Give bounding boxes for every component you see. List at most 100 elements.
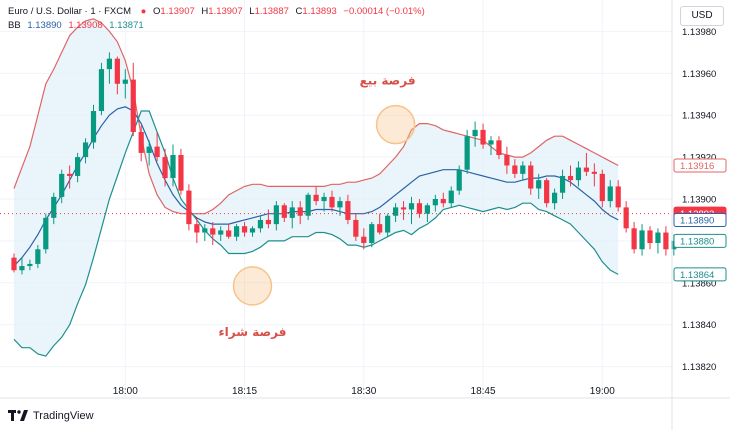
candle-body [615, 186, 621, 208]
candle-body [583, 167, 589, 172]
candle-body [337, 201, 343, 208]
candle-body [313, 194, 319, 202]
candle-body [249, 228, 256, 233]
candle-body [623, 207, 629, 229]
candle-body [369, 224, 375, 243]
candle-body [218, 230, 224, 235]
symbol-info-line: Euro / U.S. Dollar · 1 · FXCM ● O 1.13907… [8, 6, 429, 17]
candle-body [544, 180, 550, 204]
sell-highlight-circle [375, 104, 416, 145]
y-tick-label: 1.13860 [682, 278, 716, 289]
branding-text: TradingView [33, 410, 94, 422]
status-dot: ● [140, 6, 147, 17]
y-tick-label: 1.13980 [682, 27, 716, 38]
y-tick-label: 1.13840 [682, 320, 716, 331]
candle-body [154, 146, 160, 158]
candle-body [361, 236, 367, 243]
candle-body [512, 165, 518, 174]
price-tag-basis [673, 212, 727, 227]
y-tick-label: 1.13960 [682, 69, 716, 80]
price-tag-lower [673, 267, 727, 282]
sell-opportunity-label: فرصة بيع [360, 74, 416, 88]
candle-body [59, 173, 65, 197]
candle-body [82, 142, 89, 158]
candle-body [138, 131, 144, 153]
currency-button[interactable]: USD [680, 6, 724, 26]
buy-highlight-circle [232, 266, 273, 306]
y-tick-label: 1.13820 [682, 362, 716, 373]
low-label: L [249, 6, 255, 17]
bb-lower-value: 1.13871 [109, 20, 144, 31]
candle-body [98, 69, 105, 112]
price-tag-label: 1.13916 [680, 161, 714, 172]
candle-body [186, 190, 192, 225]
tradingview-logo-icon [8, 410, 28, 421]
y-tick-label: 1.13900 [682, 195, 716, 206]
price-tag-label: 1.13880 [680, 236, 714, 247]
candle-body [194, 224, 200, 233]
candle-body [599, 173, 605, 202]
candle-body [552, 192, 558, 204]
candle-body [114, 58, 120, 84]
candle-body [281, 205, 287, 218]
bb-upper-value: 1.13908 [68, 20, 103, 31]
candle-body [655, 232, 661, 243]
branding[interactable]: TradingView [8, 410, 94, 422]
candle-body [35, 249, 41, 264]
indicator-name[interactable]: BB [8, 20, 21, 31]
price-tag-upper [673, 158, 727, 173]
candle-body [393, 207, 399, 216]
candle-body [178, 155, 184, 191]
candle-body [472, 129, 478, 137]
candle-body [464, 136, 470, 170]
candle-body [27, 263, 33, 267]
candle-body [408, 203, 415, 210]
candle-body [440, 199, 446, 204]
candle-body [345, 201, 351, 220]
bb-basis-value: 1.13890 [27, 20, 62, 31]
symbol-title[interactable]: Euro / U.S. Dollar · 1 · FXCM [8, 6, 131, 17]
x-tick-label: 18:00 [113, 386, 138, 397]
candle-body [321, 196, 327, 202]
candle-body [162, 157, 168, 179]
candle-body [226, 230, 232, 237]
candle-body [297, 207, 303, 216]
candle-body [607, 186, 613, 202]
candle-body [536, 180, 542, 189]
change-value: −0.00014 (−0.01%) [343, 6, 425, 17]
candle-body [591, 171, 597, 174]
high-label: H [201, 6, 209, 17]
candle-body [480, 129, 486, 145]
candle-body [400, 207, 407, 210]
candle-body [416, 203, 423, 214]
candle-body [488, 140, 494, 145]
open-label: O [153, 6, 161, 17]
candle-body [19, 266, 25, 271]
candle-body [647, 230, 653, 243]
candle-body [122, 79, 128, 84]
candle-body [424, 205, 430, 214]
candle-body [528, 165, 534, 189]
candle-body [90, 111, 97, 143]
candle-body [75, 157, 81, 176]
candle-body [11, 257, 17, 271]
price-tag-label: 1.13864 [680, 270, 714, 281]
candle-body [432, 199, 438, 206]
price-tag-low [673, 233, 727, 248]
x-tick-label: 18:30 [351, 386, 376, 397]
high-value: 1.13907 [208, 6, 243, 17]
bb-lower-line [13, 110, 619, 357]
x-tick-label: 18:15 [232, 386, 257, 397]
indicator-line[interactable]: BB 1.13890 1.13908 1.13871 [8, 20, 148, 31]
candle-body [504, 155, 510, 166]
candle-body [631, 228, 637, 250]
y-tick-label: 1.13940 [682, 111, 716, 122]
candle-body [273, 205, 279, 225]
candle-body [575, 167, 582, 181]
candle-body [265, 219, 271, 225]
candle-body [305, 194, 311, 216]
close-label: C [295, 6, 303, 17]
candle-body [663, 232, 669, 250]
candle-body [567, 175, 574, 181]
